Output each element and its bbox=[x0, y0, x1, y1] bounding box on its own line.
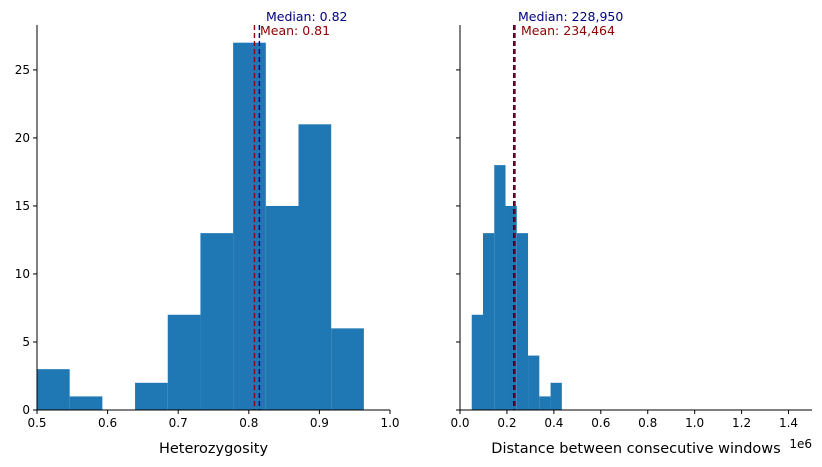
histogram-bar bbox=[200, 233, 234, 410]
y-tick-label: 10 bbox=[15, 267, 30, 281]
x-tick-label: 1.4 bbox=[779, 416, 798, 430]
distance-stat-lines bbox=[513, 25, 516, 410]
x-tick-label: 0.8 bbox=[638, 416, 657, 430]
histogram-bar bbox=[331, 328, 364, 410]
y-tick-label: 25 bbox=[15, 63, 30, 77]
heterozygosity-bars bbox=[37, 42, 364, 410]
histogram-bar bbox=[516, 233, 529, 410]
heterozygosity-axes bbox=[36, 25, 390, 411]
distance-offset-label: 1e6 bbox=[789, 437, 812, 451]
histogram-bar bbox=[471, 314, 483, 410]
mean-label: Mean: 0.81 bbox=[260, 23, 330, 38]
y-tick-label: 15 bbox=[15, 199, 30, 213]
y-tick-label: 5 bbox=[22, 335, 30, 349]
distance-y-ticks bbox=[456, 69, 460, 411]
histogram-bar bbox=[37, 369, 70, 410]
histogram-bar bbox=[135, 382, 168, 410]
histogram-bar bbox=[233, 42, 266, 410]
heterozygosity-histogram: 0.5 0.6 0.7 0.8 0.9 1.0 0 5 10 15 20 25 Heterozygo… bbox=[15, 9, 400, 457]
heterozygosity-y-ticks: 0 5 10 15 20 25 bbox=[15, 63, 37, 417]
y-tick-label: 20 bbox=[15, 131, 30, 145]
x-tick-label: 1.0 bbox=[380, 416, 399, 430]
y-tick-label: 0 bbox=[22, 403, 30, 417]
histogram-bar bbox=[494, 165, 506, 410]
histogram-bar bbox=[539, 396, 551, 410]
x-tick-label: 0.0 bbox=[450, 416, 469, 430]
histogram-bar bbox=[550, 382, 562, 410]
heterozygosity-x-label: Heterozygosity bbox=[159, 441, 268, 457]
heterozygosity-x-ticks: 0.5 0.6 0.7 0.8 0.9 1.0 bbox=[27, 410, 400, 430]
distance-histogram: 0.0 0.2 0.4 0.6 0.8 1.0 1.2 1.4 Distance betwee… bbox=[450, 9, 812, 457]
histogram-bar bbox=[483, 233, 495, 410]
histogram-bar bbox=[265, 205, 299, 410]
distance-axes bbox=[459, 25, 812, 411]
x-tick-label: 0.8 bbox=[239, 416, 258, 430]
histogram-bar bbox=[505, 205, 517, 410]
distance-bars bbox=[471, 165, 562, 410]
x-tick-label: 0.5 bbox=[27, 416, 46, 430]
mean-label: Mean: 234,464 bbox=[521, 23, 615, 38]
x-tick-label: 0.7 bbox=[169, 416, 188, 430]
distance-x-label: Distance between consecutive windows bbox=[491, 441, 780, 457]
distance-x-ticks: 0.0 0.2 0.4 0.6 0.8 1.0 1.2 1.4 bbox=[450, 410, 798, 430]
x-tick-label: 0.2 bbox=[497, 416, 516, 430]
histogram-bar bbox=[69, 396, 103, 410]
median-label: Median: 228,950 bbox=[518, 9, 623, 24]
histogram-bar bbox=[298, 124, 332, 410]
heterozygosity-stat-lines bbox=[253, 25, 261, 410]
x-tick-label: 0.9 bbox=[310, 416, 329, 430]
histogram-bar bbox=[528, 355, 540, 410]
histogram-bar bbox=[167, 314, 201, 410]
median-label: Median: 0.82 bbox=[266, 9, 347, 24]
x-tick-label: 0.6 bbox=[98, 416, 117, 430]
x-tick-label: 0.4 bbox=[544, 416, 563, 430]
x-tick-label: 1.2 bbox=[732, 416, 751, 430]
x-tick-label: 0.6 bbox=[591, 416, 610, 430]
x-tick-label: 1.0 bbox=[685, 416, 704, 430]
